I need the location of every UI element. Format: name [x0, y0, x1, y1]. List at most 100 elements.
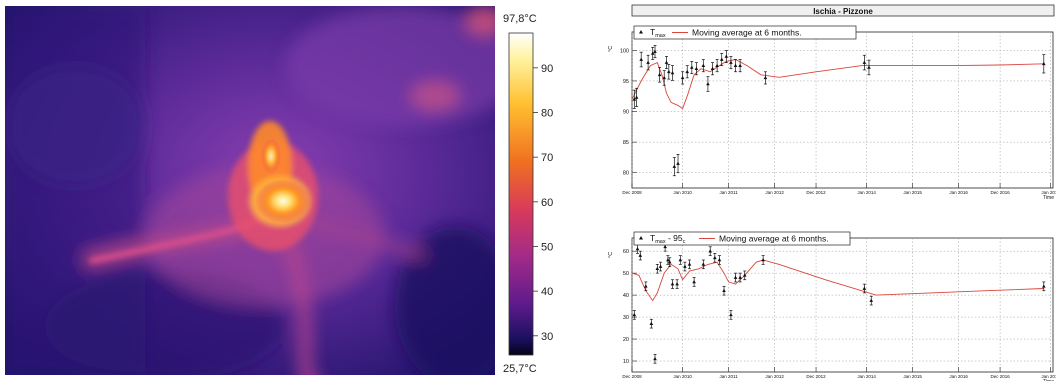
data-point [761, 255, 765, 265]
scale-max-label: 97,8°C [503, 13, 537, 25]
y-tick-label: 10 [623, 359, 629, 365]
data-point [729, 310, 733, 320]
data-point [653, 45, 657, 59]
data-point [678, 255, 683, 265]
y-axis-label: °C [608, 252, 614, 258]
x-tick-label: Jan 2018 [1041, 190, 1056, 195]
x-tick-label: Jan 2012 [765, 374, 784, 379]
data-point [692, 277, 696, 287]
legend-marker-label: Tmax - 95c [650, 233, 686, 245]
data-point [676, 154, 680, 174]
y-tick-label: 85 [623, 140, 629, 146]
data-point [867, 59, 871, 76]
y-tick-label: 80 [623, 171, 629, 177]
y-tick-label: 90 [623, 110, 629, 116]
data-point [701, 59, 706, 73]
x-tick-label: Jan 2010 [673, 374, 692, 379]
data-point [632, 89, 637, 109]
y-axis-label: °C [608, 46, 614, 52]
scale-tick-label: 80 [541, 107, 553, 119]
data-point [729, 56, 733, 70]
data-point [694, 62, 699, 76]
data-point [646, 54, 650, 71]
y-tick-label: 40 [623, 293, 629, 299]
data-point [738, 272, 742, 283]
data-point [687, 259, 692, 270]
y-tick-label: 95 [623, 79, 629, 85]
data-point [634, 87, 639, 107]
data-point [667, 64, 671, 80]
data-point [662, 70, 667, 86]
x-tick-label: Jan 2016 [949, 190, 968, 195]
data-point [763, 71, 768, 85]
x-tick-label: Jan 2011 [720, 190, 739, 195]
y-tick-label: 50 [623, 271, 629, 277]
moving-average-line [631, 259, 1044, 302]
x-tick-label: Jan 2014 [857, 190, 876, 195]
figure-title: Ischia - Pizzone [813, 7, 873, 16]
data-point [670, 65, 675, 81]
tmax-minus-95-chart: 10 20 30 40 50 60 Dec 2008 Jan 2010 Jan 2011 Jan … [608, 231, 1056, 381]
data-point [690, 61, 694, 74]
y-tick-label: 30 [623, 315, 629, 321]
data-point [717, 255, 722, 265]
data-point [706, 76, 710, 92]
y-tick-label: 100 [620, 48, 629, 54]
scale-tick-label: 30 [541, 331, 553, 343]
data-point [657, 67, 662, 83]
y-tick-label: 20 [623, 337, 629, 343]
thermal-image [5, 6, 495, 375]
data-point [733, 59, 738, 73]
plot-frame [631, 31, 1054, 189]
data-point [667, 257, 672, 267]
legend-marker [639, 30, 643, 34]
data-point [742, 270, 747, 281]
x-tick-label: Jan 2010 [673, 190, 692, 195]
x-tick-label: Dec 2012 [806, 374, 826, 379]
data-point [653, 354, 657, 364]
x-tick-label: Dec 2008 [622, 190, 642, 195]
data-point [685, 65, 690, 79]
scale-tick-label: 40 [541, 286, 553, 298]
data-point [724, 50, 729, 63]
x-tick-label: Dec 2012 [806, 190, 826, 195]
x-tick-label: Jan 2018 [1041, 374, 1056, 379]
time-series-figure: Ischia - Pizzone 80 85 90 95 100 Dec 2008 Jan … [608, 4, 1056, 381]
data-point [666, 255, 670, 265]
scale-min-label: 25,7°C [503, 363, 537, 375]
data-point [722, 285, 726, 296]
scale-tick-label: 70 [541, 152, 553, 164]
data-point [869, 295, 874, 306]
data-point [733, 272, 738, 283]
x-tick-label: Jan 2015 [903, 374, 922, 379]
data-point [719, 53, 724, 66]
data-point [701, 259, 706, 270]
scale-tick-label: 90 [541, 63, 553, 75]
data-point [710, 62, 715, 76]
data-point [644, 281, 648, 292]
x-tick-label: Jan 2011 [720, 374, 739, 379]
y-tick-label: 60 [623, 249, 629, 255]
x-tick-label: Jan 2016 [949, 374, 968, 379]
x-tick-label: Dec 2008 [622, 374, 642, 379]
data-point [715, 59, 719, 73]
data-point [638, 250, 643, 261]
data-point [708, 246, 713, 256]
x-tick-label: Dec 2016 [990, 190, 1010, 195]
legend-line-label: Moving average at 6 months. [719, 234, 829, 244]
data-point [650, 46, 655, 60]
chart-legend: Tmax Moving average at 6 months. [633, 25, 857, 40]
data-point [649, 318, 654, 329]
data-point [680, 71, 685, 85]
data-point [675, 279, 679, 289]
figure-title-box [631, 4, 1055, 17]
data-point [1041, 54, 1046, 74]
x-axis-label: Time [1043, 195, 1054, 201]
plot-frame [631, 237, 1054, 373]
scale-tick-label: 60 [541, 197, 553, 209]
data-point [639, 51, 644, 68]
data-point [683, 261, 687, 272]
data-point [664, 56, 669, 70]
x-tick-label: Jan 2012 [765, 190, 784, 195]
data-point [672, 157, 677, 177]
